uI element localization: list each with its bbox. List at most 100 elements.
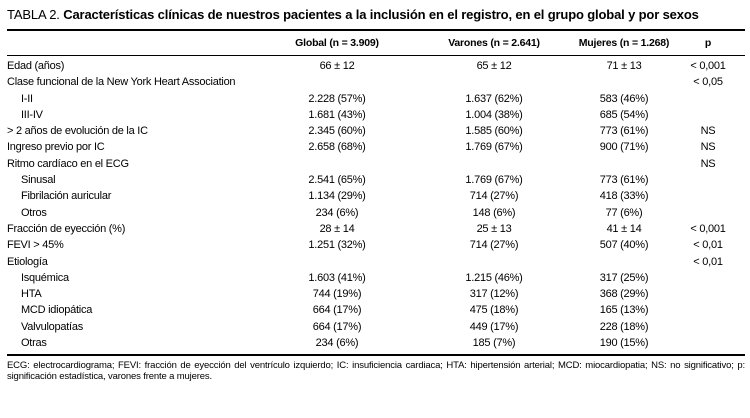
cell-global [263, 156, 411, 172]
cell-p: NS [700, 157, 716, 170]
cell-global [263, 74, 411, 90]
table-row: Ritmo cardíaco en el ECG NS [7, 156, 745, 172]
cell-mujeres [577, 156, 671, 172]
cell-mujeres: 368 (29%) [599, 288, 649, 301]
cell-mujeres: 190 (15%) [599, 337, 649, 350]
cell-mujeres [577, 74, 671, 90]
cell-varones: 1.004 (38%) [465, 108, 523, 121]
header-p: p [704, 37, 712, 49]
cell-global: 234 (6%) [315, 206, 359, 219]
header-varones: Varones (n = 2.641) [448, 37, 540, 49]
cell-global: 2.541 (65%) [308, 174, 366, 187]
row-label: Etiología [7, 255, 48, 268]
cell-varones [411, 74, 577, 90]
cell-p: < 0,001 [690, 222, 726, 235]
cell-varones: 475 (18%) [469, 304, 519, 317]
table-row: > 2 años de evolución de la IC 2.345 (60… [7, 123, 745, 139]
row-label: III-IV [21, 108, 43, 121]
cell-global: 234 (6%) [315, 337, 359, 350]
cell-global [263, 254, 411, 270]
cell-varones: 1.769 (67%) [465, 174, 523, 187]
cell-global: 1.603 (41%) [308, 271, 366, 284]
cell-p [671, 319, 745, 335]
table-row: III-IV 1.681 (43%) 1.004 (38%) 685 (54%) [7, 107, 745, 123]
cell-mujeres: 77 (6%) [605, 206, 643, 219]
header-rule [7, 55, 745, 56]
cell-varones: 1.585 (60%) [465, 125, 523, 138]
cell-mujeres: 583 (46%) [599, 92, 649, 105]
table-row: Fibrilación auricular 1.134 (29%) 714 (2… [7, 188, 745, 204]
cell-varones: 449 (17%) [469, 320, 519, 333]
cell-mujeres: 317 (25%) [599, 271, 649, 284]
cell-mujeres: 41 ± 14 [606, 222, 642, 235]
table-row: Isquémica 1.603 (41%) 1.215 (46%) 317 (2… [7, 270, 745, 286]
table-header-row: Global (n = 3.909) Varones (n = 2.641) M… [7, 31, 745, 55]
row-label: HTA [21, 288, 42, 301]
cell-mujeres: 685 (54%) [599, 108, 649, 121]
cell-varones: 1.215 (46%) [465, 271, 523, 284]
cell-mujeres: 773 (61%) [599, 125, 649, 138]
table-row: Otros 234 (6%) 148 (6%) 77 (6%) [7, 205, 745, 221]
cell-global: 2.345 (60%) [308, 125, 366, 138]
cell-p: < 0,01 [693, 255, 723, 268]
table-figure: TABLA 2. Características clínicas de nue… [7, 6, 746, 383]
cell-varones: 317 (12%) [469, 288, 519, 301]
cell-varones: 25 ± 13 [476, 222, 512, 235]
table-row: Etiología < 0,01 [7, 254, 745, 270]
row-label: FEVI > 45% [7, 239, 64, 252]
cell-mujeres: 228 (18%) [599, 320, 649, 333]
table-row: Fracción de eyección (%) 28 ± 14 25 ± 13… [7, 221, 745, 237]
row-label: MCD idiopática [21, 304, 93, 317]
table-row: MCD idiopática 664 (17%) 475 (18%) 165 (… [7, 302, 745, 318]
table-title: TABLA 2. Características clínicas de nue… [7, 6, 745, 24]
row-label: Fibrilación auricular [21, 190, 112, 203]
cell-global: 66 ± 12 [319, 60, 355, 72]
cell-p [671, 270, 745, 286]
cell-p [671, 286, 745, 302]
table-row: Valvulopatías 664 (17%) 449 (17%) 228 (1… [7, 319, 745, 335]
cell-p [671, 107, 745, 123]
cell-global: 744 (19%) [312, 288, 362, 301]
row-label: Otros [21, 206, 47, 219]
row-label: I-II [21, 92, 33, 105]
table-body: Edad (años) 66 ± 12 65 ± 12 71 ± 13 < 0,… [7, 56, 746, 351]
cell-varones: 185 (7%) [472, 337, 516, 350]
cell-global: 664 (17%) [312, 320, 362, 333]
cell-varones: 148 (6%) [472, 206, 516, 219]
bottom-rule [7, 354, 745, 357]
table-caption: Características clínicas de nuestros pac… [63, 7, 699, 22]
cell-mujeres: 900 (71%) [599, 141, 649, 154]
row-label: Valvulopatías [21, 320, 83, 333]
cell-p [671, 91, 745, 107]
table-number: TABLA 2. [7, 7, 60, 22]
cell-global: 1.134 (29%) [308, 190, 366, 203]
top-rule [7, 29, 745, 31]
cell-p [671, 205, 745, 221]
cell-global: 1.251 (32%) [308, 239, 366, 252]
table-row: Ingreso previo por IC 2.658 (68%) 1.769 … [7, 139, 745, 155]
row-label: Otras [21, 337, 47, 350]
header-global: Global (n = 3.909) [295, 37, 379, 49]
cell-mujeres: 773 (61%) [599, 174, 649, 187]
cell-p [671, 335, 745, 351]
table-row: Clase funcional de la New York Heart Ass… [7, 74, 745, 90]
cell-varones: 714 (27%) [469, 190, 519, 203]
cell-varones: 1.637 (62%) [465, 92, 523, 105]
cell-varones: 1.769 (67%) [465, 141, 523, 154]
cell-mujeres: 165 (13%) [599, 304, 649, 317]
row-label: > 2 años de evolución de la IC [7, 125, 148, 138]
cell-mujeres: 418 (33%) [599, 190, 649, 203]
cell-p: < 0,001 [690, 60, 726, 72]
cell-p: NS [700, 141, 716, 154]
cell-mujeres: 507 (40%) [599, 239, 649, 252]
table-footnote: ECG: electrocardiograma; FEVI: fracción … [7, 360, 745, 383]
cell-global: 2.658 (68%) [308, 141, 366, 154]
row-label: Fracción de eyección (%) [7, 222, 126, 235]
cell-p: < 0,05 [693, 76, 723, 89]
cell-global: 2.228 (57%) [308, 92, 366, 105]
cell-global: 664 (17%) [312, 304, 362, 317]
cell-mujeres [577, 254, 671, 270]
cell-global: 28 ± 14 [319, 222, 355, 235]
row-label: Clase funcional de la New York Heart Ass… [7, 76, 236, 89]
row-label: Edad (años) [7, 60, 65, 72]
